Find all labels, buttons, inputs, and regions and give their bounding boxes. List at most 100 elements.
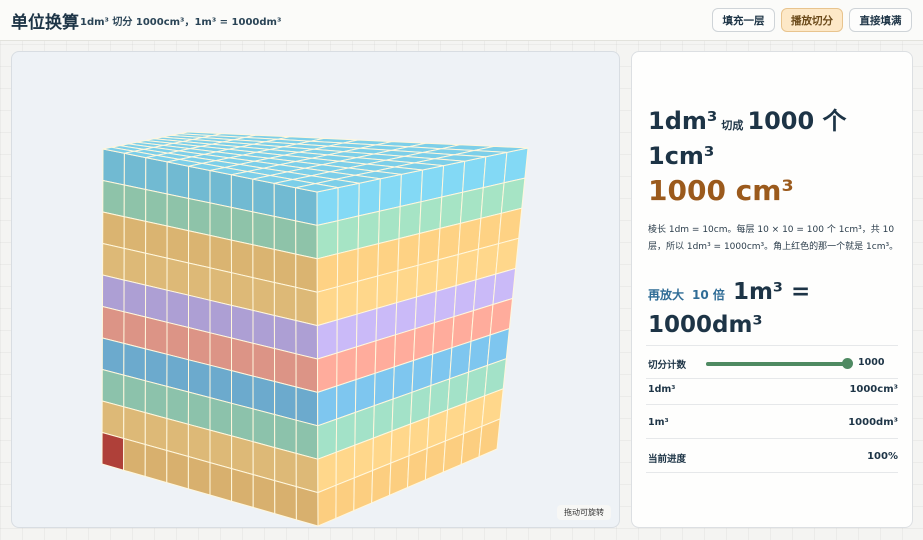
cube-cell-front: [188, 197, 211, 237]
cube-cell-front: [295, 353, 319, 394]
cube-cell-front: [187, 230, 211, 269]
cube-cell-right: [317, 484, 337, 527]
headline-dm3: 1dm³: [648, 107, 718, 135]
cube-cell-front: [123, 184, 147, 223]
fill-all-button[interactable]: 直接填满: [849, 8, 912, 32]
cube-cell-right: [336, 248, 359, 288]
cube-cell-front: [188, 294, 211, 334]
divider: [646, 404, 898, 405]
cube-cell-front: [123, 216, 147, 254]
cube-cell-front: [209, 332, 232, 372]
fill-one-layer-button[interactable]: 填充一层: [712, 8, 775, 32]
big-value: 1000 cm³: [648, 174, 794, 207]
cube-cell-front: [187, 391, 211, 431]
cube-cell-right: [335, 477, 355, 520]
cube-cell-front: [188, 359, 211, 399]
cube-cell-front: [209, 169, 232, 209]
progress-label: 当前进度: [648, 454, 687, 465]
cube-cell-right: [399, 169, 424, 208]
cube-cell-front: [274, 446, 297, 488]
cube-cell-front: [252, 309, 276, 350]
cube-cell-front: [295, 220, 318, 260]
cube-cell-right: [378, 205, 401, 245]
cube-cell-front: [231, 435, 254, 476]
cube-cell-front: [101, 368, 125, 408]
cube-cell-right: [357, 242, 380, 283]
cube-cell-front: [273, 248, 297, 288]
cube-cell-right: [337, 215, 360, 255]
cube-cell-right: [353, 469, 374, 512]
cube-cell-front: [188, 262, 211, 301]
row-m3-label: 1m³: [648, 417, 669, 428]
cube-cell-right: [439, 191, 464, 230]
cube-cell-front: [252, 375, 276, 416]
slider-fill: [706, 362, 848, 366]
cube-cell-front: [231, 304, 254, 344]
cube-canvas[interactable]: [12, 52, 619, 527]
cube-cell-front: [145, 156, 168, 195]
cube-cell-front: [230, 174, 254, 213]
headline-split-word: 切成: [721, 119, 744, 132]
cube-cell-front: [209, 267, 232, 307]
cube-cell-front: [295, 485, 319, 527]
cube-cell-front: [295, 452, 319, 494]
cube-cell-right: [316, 286, 338, 327]
cube-cell-front: [144, 411, 168, 452]
cube-cell-front: [166, 417, 189, 458]
cube-cell-right: [357, 210, 380, 250]
cube-cell-front: [273, 215, 297, 255]
cube-cell-front: [123, 406, 146, 446]
split-headline: 1dm³ 切成 1000 个 1cm³: [648, 106, 903, 172]
rotate-hint: 拖动可旋转: [557, 505, 611, 520]
divider: [646, 472, 898, 473]
cube-cell-right: [356, 275, 379, 315]
slider-thumb[interactable]: [842, 358, 853, 369]
cube-cell-front: [252, 408, 276, 449]
cube-cell-front: [209, 396, 233, 437]
cube-cell-front: [166, 321, 189, 361]
cube-cell-front: [123, 374, 146, 414]
cube-cell-front: [230, 206, 254, 246]
cube-cell-front: [166, 449, 189, 490]
cube-cell-front: [252, 244, 275, 284]
cube-cell-front: [209, 461, 233, 502]
scale-headline: 再放大 10 倍 1m³ = 1000dm³: [648, 277, 898, 340]
split-count-slider[interactable]: [706, 358, 853, 369]
cube-cell-right: [418, 196, 443, 235]
scale-prefix: 再放大: [648, 288, 685, 302]
cube-cell-front: [123, 437, 146, 478]
cube-cell-front: [145, 220, 168, 259]
slider-value: 1000: [858, 357, 885, 368]
slider-label: 切分计数: [648, 360, 687, 371]
scale-factor: 10 倍: [692, 288, 725, 302]
cube-cell-front: [144, 380, 168, 420]
cube-cell-front: [102, 211, 125, 250]
cube-cell-front: [144, 443, 168, 484]
cube-cell-right: [336, 280, 359, 321]
cube-viewer[interactable]: 拖动可旋转: [11, 51, 620, 528]
scale-result: 1m³ = 1000dm³: [648, 279, 811, 338]
cube-cell-front: [209, 234, 233, 274]
cube-cell-front: [187, 455, 211, 496]
cube-cell-front: [273, 314, 297, 355]
cube-cell-front: [252, 276, 275, 317]
row-dm3-value: 1000cm³: [849, 384, 898, 395]
cube-cell-front: [273, 281, 297, 322]
cube-cell-right: [316, 186, 339, 227]
cube-cell-front: [101, 305, 125, 345]
cube-cell-right: [316, 253, 339, 293]
cube-cell-front: [102, 148, 125, 186]
cube-cell-front: [252, 178, 275, 218]
cube-cell-front: [252, 342, 276, 383]
cube-cell-right: [337, 182, 360, 222]
cube-cell-front: [295, 286, 318, 327]
cube-cell-front: [166, 161, 190, 200]
play-split-button[interactable]: 播放切分: [781, 8, 843, 32]
cube-cell-front: [188, 165, 211, 204]
cube-cell-front: [123, 247, 147, 286]
cube-cell-front: [166, 193, 190, 232]
cube-cell-right: [420, 164, 445, 203]
cube-cell-right: [378, 173, 402, 212]
divider: [646, 345, 898, 346]
cube-cell-front: [166, 385, 190, 425]
